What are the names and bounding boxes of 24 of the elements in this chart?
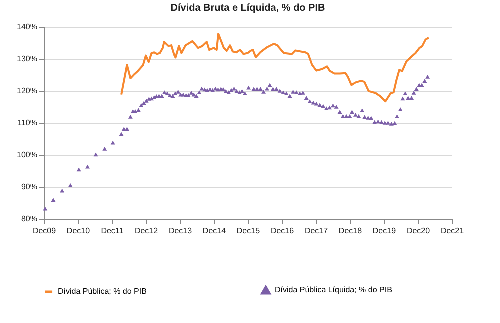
x-tick-label: Dec15: [236, 226, 261, 236]
x-tick-label: Dec10: [66, 226, 91, 236]
x-tick-label: Dec17: [304, 226, 329, 236]
x-tick-label: Dec11: [101, 226, 124, 236]
legend-label: Dívida Pública; % do PIB: [58, 287, 147, 296]
x-tick-label: Dec18: [338, 226, 363, 236]
y-tick-label: 110%: [18, 118, 38, 128]
y-tick-label: 80%: [21, 214, 38, 224]
y-tick-label: 120%: [17, 86, 38, 96]
x-tick-label: Dec21: [440, 226, 465, 236]
y-tick-label: 130%: [17, 54, 38, 64]
x-tick-label: Dec19: [372, 226, 397, 236]
x-tick-label: Dec12: [134, 226, 159, 236]
y-tick-label: 100%: [17, 150, 38, 160]
x-tick-label: Dec16: [270, 226, 295, 236]
x-tick-label: Dec09: [32, 226, 57, 236]
x-tick-label: Dec14: [202, 226, 227, 236]
y-tick-label: 140%: [17, 22, 38, 32]
x-tick-label: Dec13: [168, 226, 193, 236]
chart-title: Dívida Bruta e Líquida, % do PIB: [170, 3, 326, 14]
legend-label: Dívida Pública Líquida; % do PIB: [275, 285, 392, 294]
line-series: [120, 33, 430, 103]
y-tick-label: 90%: [21, 182, 38, 192]
x-tick-label: Dec20: [406, 226, 431, 236]
